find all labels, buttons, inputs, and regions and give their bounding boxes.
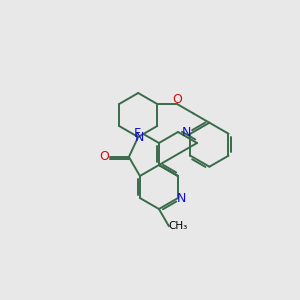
- Text: N: N: [134, 130, 144, 143]
- Text: CH₃: CH₃: [168, 221, 188, 231]
- Text: O: O: [100, 150, 110, 164]
- Text: N: N: [176, 191, 186, 205]
- Text: O: O: [172, 92, 182, 106]
- Text: N: N: [182, 126, 191, 139]
- Text: F: F: [134, 127, 141, 140]
